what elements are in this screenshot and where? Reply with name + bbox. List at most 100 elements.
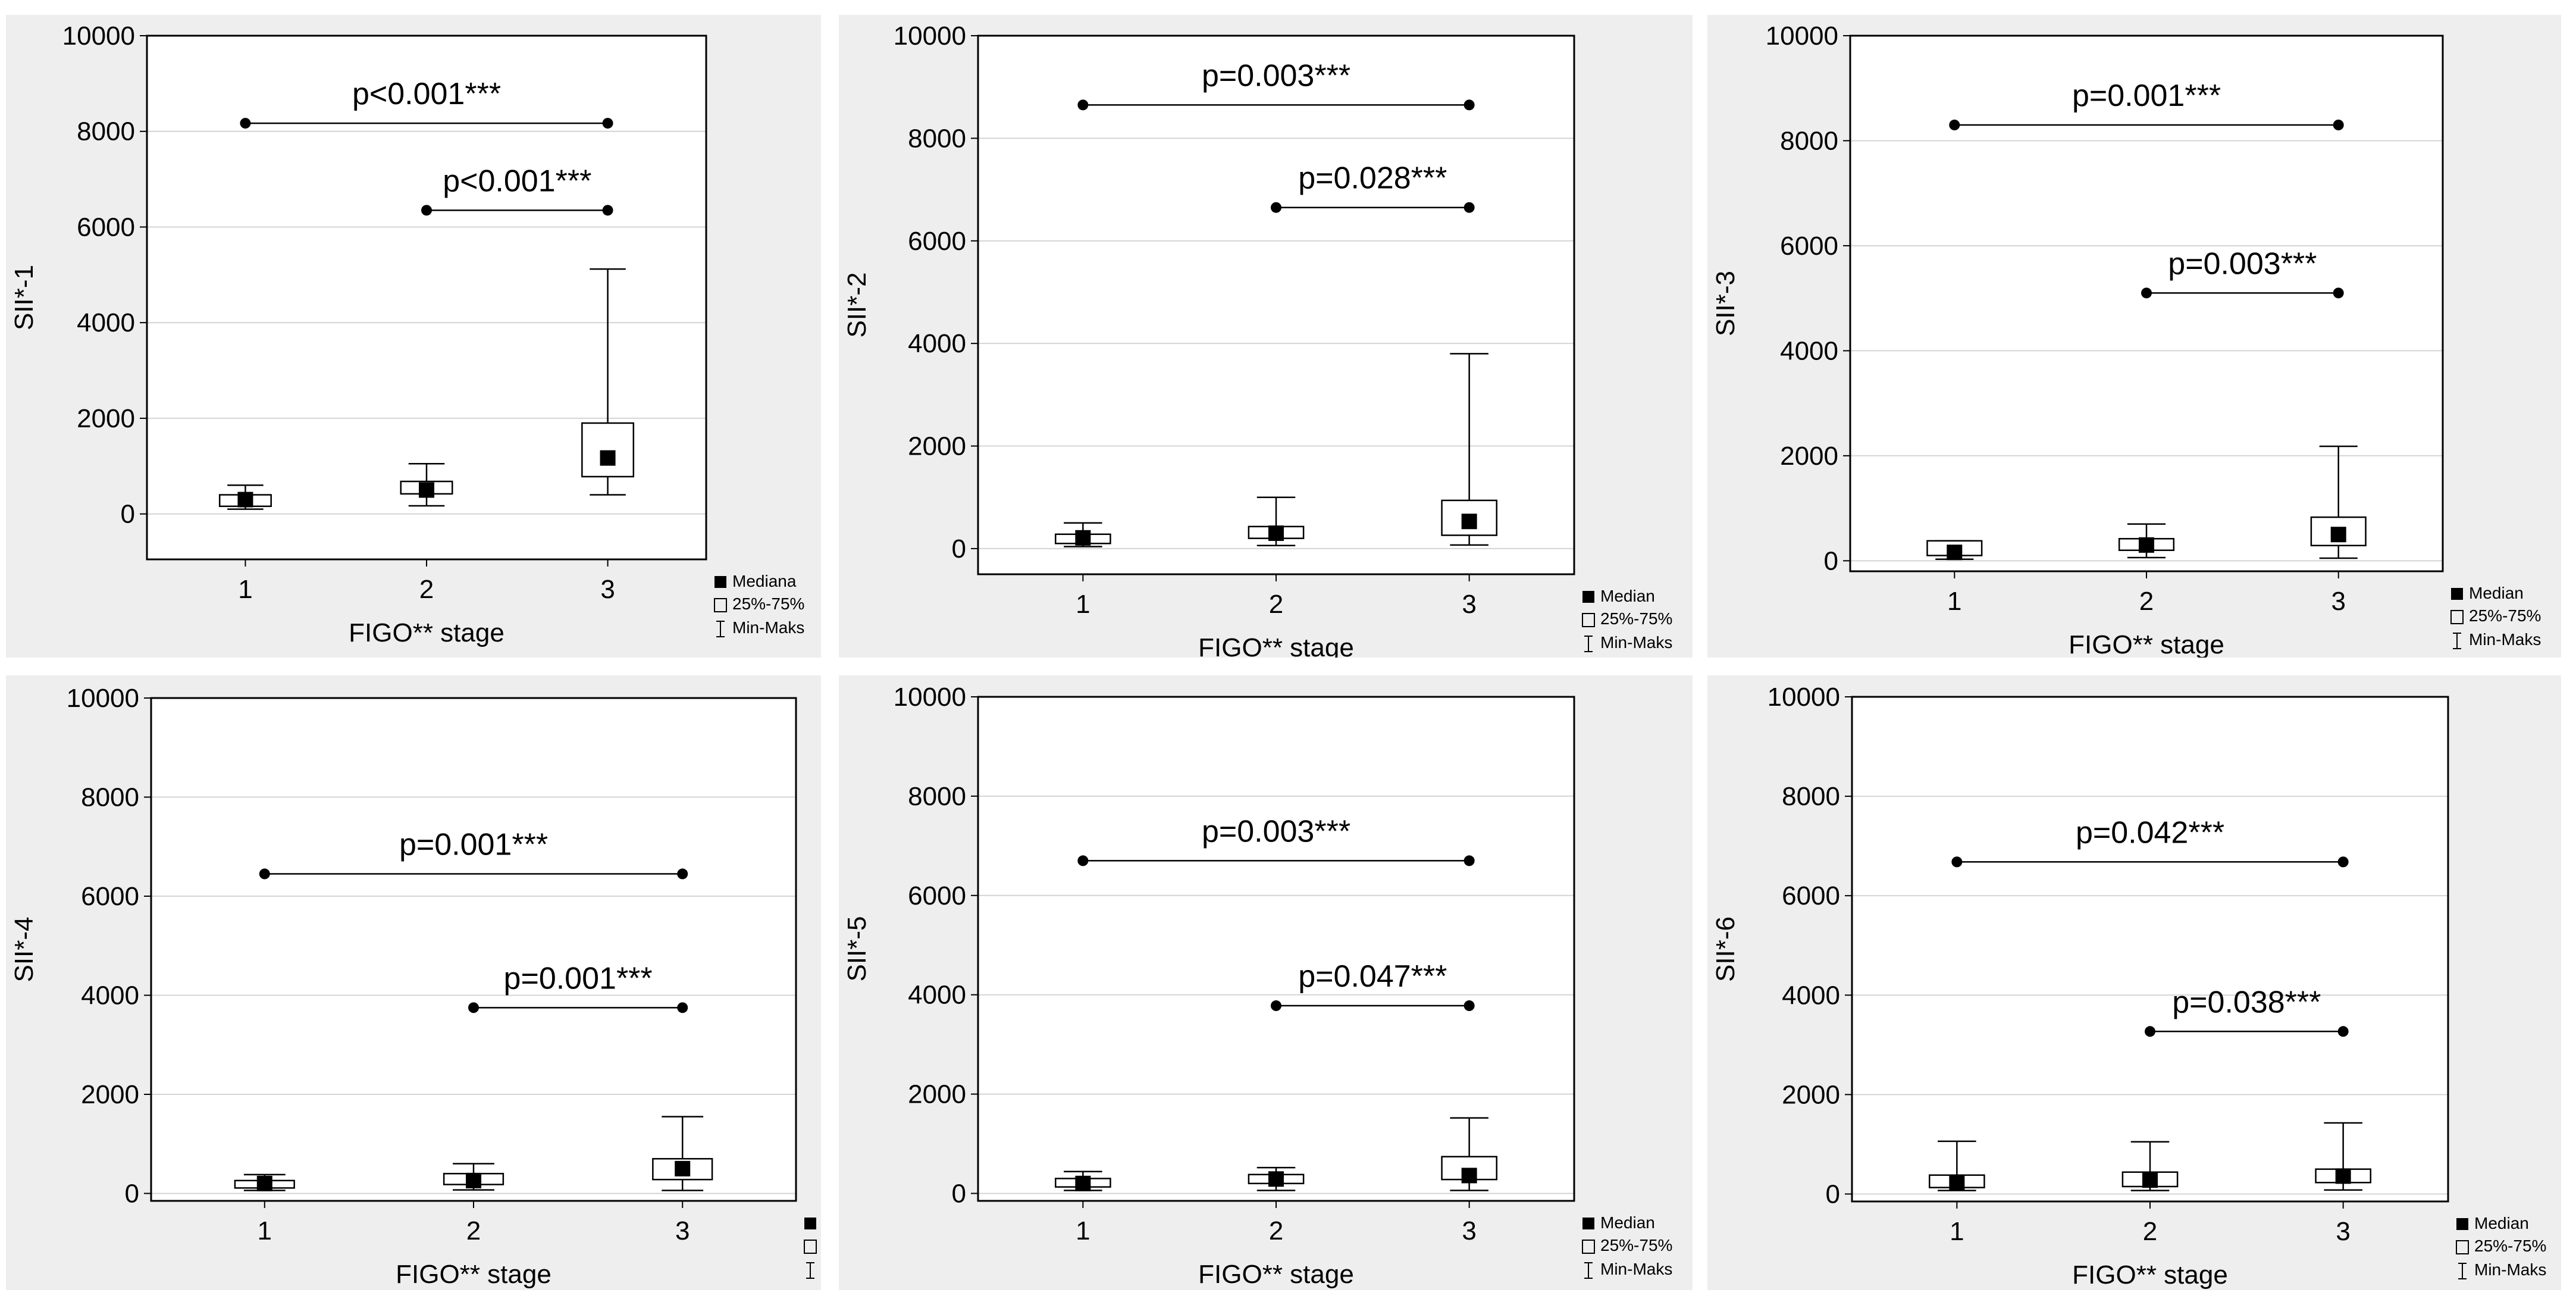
box-group: [1248, 1166, 1305, 1191]
y-tick-label: 10000: [67, 684, 139, 713]
median-marker: [1268, 1171, 1284, 1187]
chart-svg: 0 2000 4000 6000 8000 10000 1 2 3 FIGO** stage SII…: [10, 684, 817, 1289]
comparison-endpoint: [1464, 202, 1475, 213]
legend-box-icon: [714, 598, 727, 612]
comparison-endpoint: [2337, 1026, 2349, 1037]
x-axis-title: FIGO** stage: [2072, 1260, 2228, 1290]
p-value-label: p=0.047***: [1298, 959, 1447, 994]
comparison-endpoint: [259, 868, 270, 880]
median-marker: [237, 492, 253, 508]
chart-panel-5: 0 2000 4000 6000 8000 10000 1 2 3 FIGO** stage SII…: [839, 675, 1693, 1290]
plot-area: [978, 36, 1574, 574]
x-tick-label: 3: [600, 575, 615, 604]
legend-whisker-icon: [806, 1262, 814, 1279]
legend-whisker-icon: [2453, 633, 2461, 649]
x-tick-label: 2: [2143, 1217, 2157, 1246]
y-tick-label: 10000: [1768, 683, 1840, 712]
box-group: [2310, 445, 2367, 559]
legend-label: 25%-75%: [1600, 1236, 1672, 1254]
box-group: [1929, 1140, 1985, 1191]
comparison-endpoint: [1951, 856, 1963, 868]
box-group: [2121, 1141, 2179, 1191]
x-axis-title: FIGO** stage: [1198, 633, 1354, 658]
box-group: [1055, 1171, 1111, 1191]
x-axis-title: FIGO** stage: [396, 1260, 551, 1289]
legend-label: 25%-75%: [732, 594, 804, 613]
median-marker: [256, 1175, 272, 1191]
median-marker: [1461, 1168, 1477, 1184]
legend-whisker-icon: [1584, 636, 1593, 652]
box-group: [2315, 1122, 2371, 1191]
p-value-label: p<0.001***: [352, 77, 501, 111]
legend-median-icon: [714, 576, 726, 588]
y-tick-label: 8000: [908, 124, 966, 153]
y-axis-title: SII*-2: [842, 272, 872, 337]
legend-label: Median: [1600, 587, 1655, 605]
box-group: [218, 484, 272, 510]
x-tick-label: 2: [419, 575, 434, 604]
median-marker: [675, 1160, 691, 1176]
x-tick-label: 1: [238, 575, 252, 604]
y-tick-label: 4000: [908, 981, 966, 1010]
legend-box-icon: [2456, 1240, 2469, 1254]
p-value-label: p=0.003***: [1202, 814, 1350, 849]
y-tick-label: 4000: [1782, 981, 1840, 1010]
chart-panel-3: 0 2000 4000 6000 8000 10000 1 2 3 FIGO** stage SII…: [1707, 15, 2561, 658]
y-tick-label: 0: [125, 1179, 139, 1209]
y-tick-label: 6000: [81, 882, 139, 911]
box-group: [1441, 353, 1497, 546]
legend-median-icon: [1582, 591, 1594, 603]
box-group: [400, 463, 453, 507]
legend-box-icon: [1582, 613, 1595, 627]
y-tick-label: 10000: [1766, 21, 1838, 51]
x-tick-label: 1: [1947, 587, 1961, 616]
box-group: [581, 268, 635, 496]
legend-label: Min-Maks: [1600, 633, 1672, 652]
median-marker: [1075, 530, 1091, 546]
median-marker: [1949, 1175, 1965, 1191]
comparison-endpoint: [602, 118, 613, 129]
x-tick-label: 3: [2336, 1217, 2350, 1246]
y-tick-label: 2000: [908, 432, 966, 461]
median-marker: [1268, 525, 1284, 542]
median-marker: [2335, 1168, 2351, 1184]
legend-median-icon: [2451, 588, 2463, 600]
p-value-label: p=0.001***: [399, 828, 548, 862]
comparison-endpoint: [2141, 287, 2152, 299]
comparison-endpoint: [1077, 99, 1089, 111]
y-tick-label: 0: [1824, 546, 1838, 575]
median-marker: [600, 450, 616, 466]
box-group: [1055, 522, 1111, 547]
legend-label: Median: [2469, 584, 2524, 602]
y-tick-label: 10000: [894, 21, 966, 51]
legend-label: 25%-75%: [2474, 1237, 2546, 1255]
y-tick-label: 4000: [1780, 336, 1838, 365]
x-tick-label: 2: [1269, 590, 1283, 619]
y-tick-label: 8000: [81, 783, 139, 812]
x-axis-title: FIGO** stage: [349, 618, 504, 647]
y-tick-label: 6000: [908, 227, 966, 256]
median-marker: [2330, 527, 2346, 543]
p-value-label: p=0.001***: [2072, 79, 2221, 113]
y-tick-label: 6000: [1782, 881, 1840, 910]
comparison-endpoint: [1271, 1000, 1281, 1012]
comparison-endpoint: [1464, 855, 1475, 866]
plot-area: [1852, 697, 2448, 1201]
box-group: [2118, 523, 2175, 559]
plot-area: [978, 697, 1574, 1201]
median-marker: [1947, 544, 1963, 561]
x-tick-label: 1: [258, 1216, 272, 1245]
p-value-label: p=0.028***: [1298, 161, 1447, 196]
legend-label: Min-Maks: [1600, 1260, 1672, 1278]
box-group: [1441, 1117, 1497, 1191]
x-tick-label: 3: [1462, 1216, 1476, 1245]
p-value-label: p=0.003***: [1202, 58, 1350, 93]
legend-label: 25%-75%: [1600, 609, 1672, 628]
comparison-endpoint: [2337, 856, 2349, 868]
legend-box-icon: [804, 1240, 817, 1254]
